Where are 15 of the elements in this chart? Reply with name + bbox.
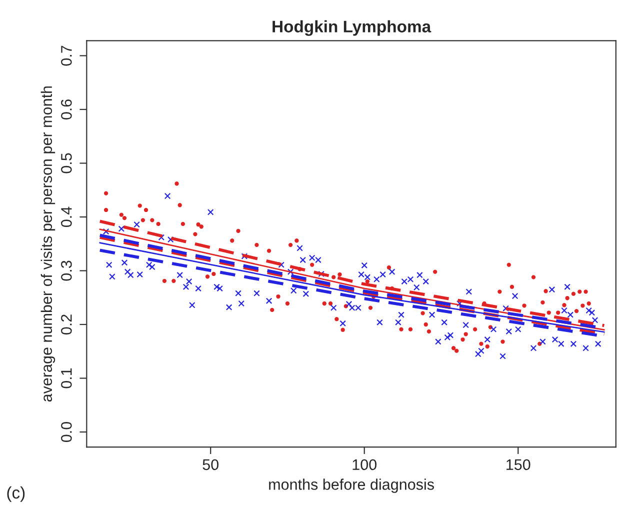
x-tick-label: 50 [202,459,218,470]
y-tick-label: 0.4 [61,206,72,227]
x-tick-label: 100 [352,459,376,470]
y-tick-label: 0.5 [61,153,72,174]
y-tick-label: 0.1 [61,368,72,388]
text: (c) [7,486,25,502]
y-tick-label: 0.2 [61,314,72,334]
chart-title: Hodgkin Lymphoma [272,20,432,36]
x-tick-label: 150 [506,459,530,470]
y-tick-label: 0.6 [61,100,72,120]
y-tick-label: 0.0 [61,422,72,442]
y-axis-title: average number of visits per person per month [40,86,56,402]
x-axis-title: months before diagnosis [269,478,434,493]
y-tick-label: 0.7 [61,46,72,66]
y-tick-label: 0.3 [61,260,72,281]
